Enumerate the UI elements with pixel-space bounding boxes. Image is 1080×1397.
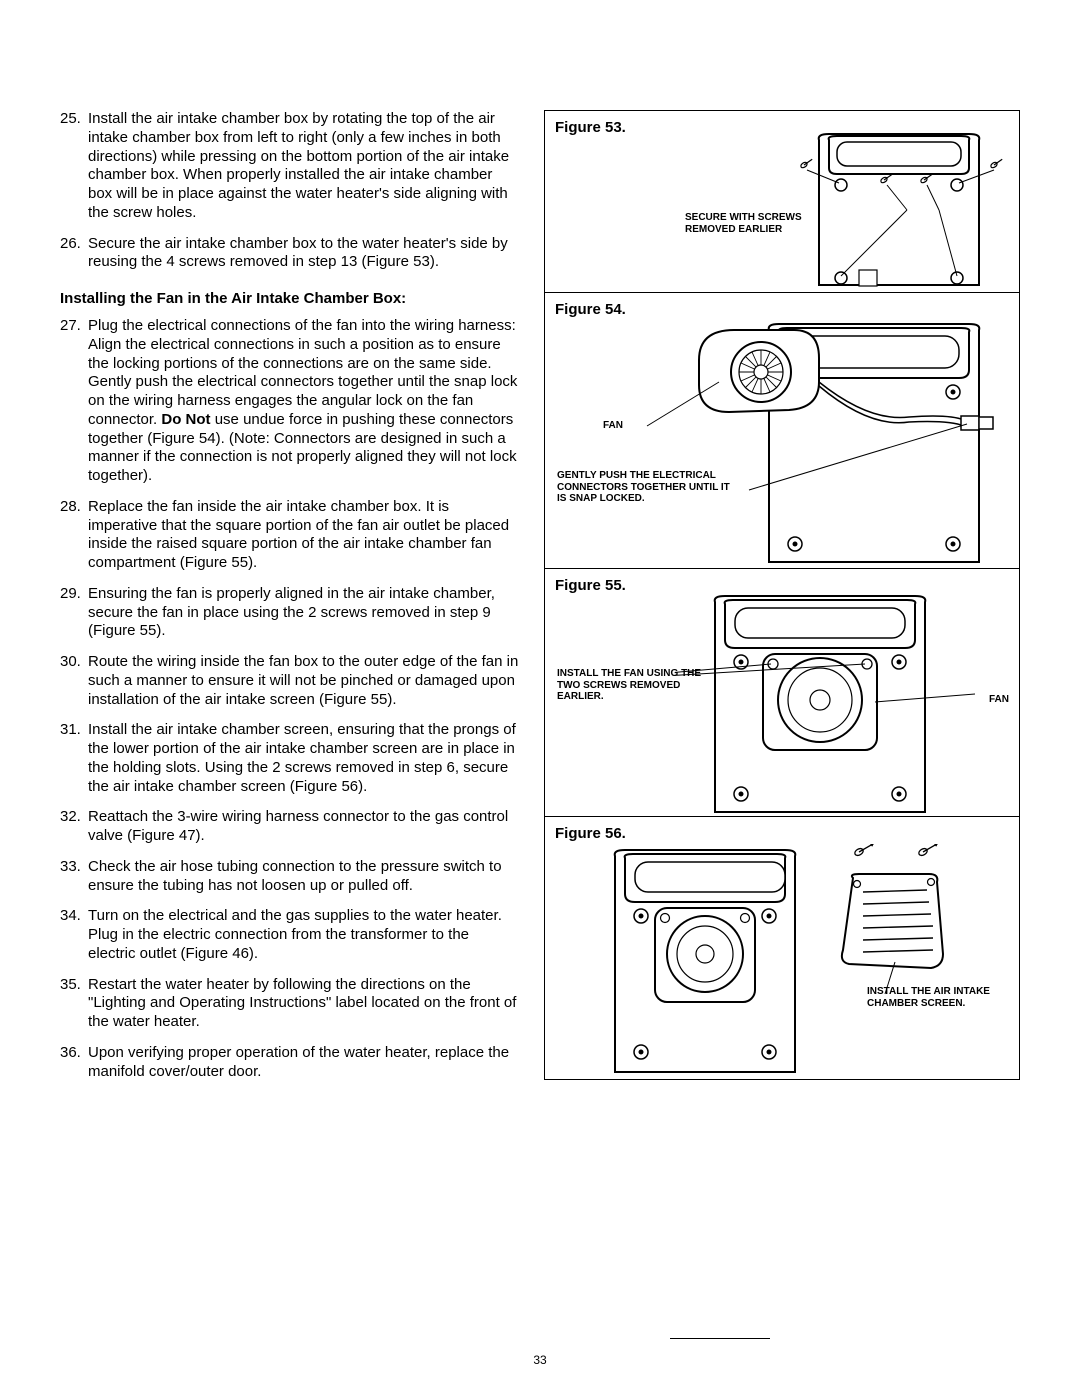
step-25: 25. Install the air intake chamber box b… <box>60 110 520 223</box>
step-number: 33. <box>60 858 81 877</box>
step-text: Plug the electrical connections of the f… <box>88 317 517 484</box>
page-number: 33 <box>0 1353 1080 1367</box>
step-number: 32. <box>60 808 81 827</box>
step-number: 31. <box>60 721 81 740</box>
step-36: 36. Upon verifying proper operation of t… <box>60 1044 520 1082</box>
step-text: Route the wiring inside the fan box to t… <box>88 653 518 708</box>
step-number: 28. <box>60 498 81 517</box>
divider-line <box>670 1338 770 1339</box>
right-column: Figure 53. SECURE WITH SCREWS REMOVED EA… <box>544 110 1020 1093</box>
step-28: 28. Replace the fan inside the air intak… <box>60 498 520 573</box>
step-number: 25. <box>60 110 81 129</box>
figure-53-callout: SECURE WITH SCREWS REMOVED EARLIER <box>685 212 805 235</box>
figure-53-cell: Figure 53. SECURE WITH SCREWS REMOVED EA… <box>545 111 1019 293</box>
step-number: 30. <box>60 653 81 672</box>
steps-list-b: 27. Plug the electrical connections of t… <box>60 317 520 1081</box>
step-31: 31. Install the air intake chamber scree… <box>60 721 520 796</box>
left-column: 25. Install the air intake chamber box b… <box>60 110 520 1093</box>
step-33: 33. Check the air hose tubing connection… <box>60 858 520 896</box>
step-number: 26. <box>60 235 81 254</box>
step-text: Check the air hose tubing connection to … <box>88 858 502 894</box>
step-number: 29. <box>60 585 81 604</box>
figure-54-cell: Figure 54. FAN GENTLY PUSH THE ELECTRICA… <box>545 293 1019 569</box>
figure-grid: Figure 53. SECURE WITH SCREWS REMOVED EA… <box>544 110 1020 1080</box>
step-text: Install the air intake chamber box by ro… <box>88 110 509 221</box>
step-34: 34. Turn on the electrical and the gas s… <box>60 907 520 963</box>
figure-56-title: Figure 56. <box>555 825 1009 842</box>
figure-55-diagram <box>675 594 975 816</box>
figure-53-diagram <box>789 130 1009 290</box>
step-30: 30. Route the wiring inside the fan box … <box>60 653 520 709</box>
figure-55-fan-label: FAN <box>989 694 1009 706</box>
step-text: Upon verifying proper operation of the w… <box>88 1044 509 1080</box>
step-number: 36. <box>60 1044 81 1063</box>
figure-56-diagram <box>555 844 995 1076</box>
step-number: 35. <box>60 976 81 995</box>
step-number: 34. <box>60 907 81 926</box>
figure-54-title: Figure 54. <box>555 301 1009 318</box>
step-35: 35. Restart the water heater by followin… <box>60 976 520 1032</box>
steps-list-a: 25. Install the air intake chamber box b… <box>60 110 520 272</box>
figure-56-cell: Figure 56. INSTALL THE AIR INTAKE CHAMBE… <box>545 817 1019 1079</box>
section-heading: Installing the Fan in the Air Intake Cha… <box>60 290 520 307</box>
figure-54-diagram <box>569 322 1009 566</box>
step-text: Reattach the 3-wire wiring harness conne… <box>88 808 508 844</box>
step-text: Replace the fan inside the air intake ch… <box>88 498 509 571</box>
step-number: 27. <box>60 317 81 336</box>
step-26: 26. Secure the air intake chamber box to… <box>60 235 520 273</box>
step-29: 29. Ensuring the fan is properly aligned… <box>60 585 520 641</box>
step-text: Ensuring the fan is properly aligned in … <box>88 585 495 640</box>
step-32: 32. Reattach the 3-wire wiring harness c… <box>60 808 520 846</box>
step-text: Turn on the electrical and the gas suppl… <box>88 907 502 962</box>
step-text: Install the air intake chamber screen, e… <box>88 721 516 794</box>
figure-55-cell: Figure 55. INSTALL THE FAN USING THE TWO… <box>545 569 1019 817</box>
step-27: 27. Plug the electrical connections of t… <box>60 317 520 486</box>
figure-55-title: Figure 55. <box>555 577 1009 594</box>
step-text: Restart the water heater by following th… <box>88 976 516 1031</box>
step-text: Secure the air intake chamber box to the… <box>88 235 508 271</box>
two-column-layout: 25. Install the air intake chamber box b… <box>60 110 1020 1093</box>
